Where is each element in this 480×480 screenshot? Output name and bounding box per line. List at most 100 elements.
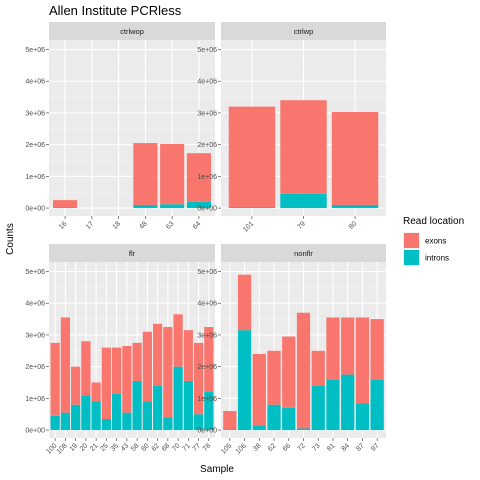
x-tick-label: 64 [192, 220, 203, 231]
strip-background [49, 244, 215, 262]
x-tick-label: 18 [112, 220, 123, 231]
bar-exons-38 [252, 353, 266, 426]
legend-label-exons: exons [425, 237, 446, 246]
y-axis-label: Counts [5, 223, 16, 255]
bar-exons-80 [331, 111, 379, 205]
bar-introns-71 [183, 380, 193, 431]
bar-exons-108 [60, 317, 71, 413]
bar-exons-81 [326, 317, 340, 380]
x-tick-label: 106 [235, 442, 248, 455]
bar-introns-68 [163, 417, 173, 431]
y-tick-label: 1e+06 [197, 396, 217, 403]
bar-exons-20 [81, 341, 91, 396]
facet-ctrlwp: ctrlwp 0e+00 1e+06 2e+06 3e+06 4e+06 5e+06 101 7… [197, 22, 386, 234]
x-tick-label: 63 [165, 220, 176, 231]
strip-label-flr: flr [129, 249, 136, 258]
bar-exons-16 [53, 200, 78, 208]
strip-label-ctrlwp: ctrlwp [294, 27, 314, 36]
y-tick-label: 0e+00 [25, 428, 45, 435]
bar-exons-79 [280, 100, 327, 194]
strip-label-nonflr: nonflr [294, 249, 313, 258]
x-tick-label: 48 [138, 220, 149, 231]
y-tick-label: 5e+06 [25, 47, 45, 54]
y-tick-label: 4e+06 [25, 301, 45, 308]
bar-introns-64 [186, 201, 211, 209]
legend-key-introns [404, 250, 419, 265]
bar-exons-62 [153, 323, 163, 386]
x-tick-label: 80 [348, 220, 359, 231]
bar-exons-62 [267, 350, 281, 405]
bar-exons-66 [282, 336, 296, 408]
y-tick-label: 4e+06 [197, 301, 217, 308]
y-tick-label: 1e+06 [25, 396, 45, 403]
y-tick-label: 2e+06 [197, 364, 217, 371]
bar-exons-35 [112, 347, 122, 394]
x-tick-label: 105 [220, 442, 233, 455]
chart-title: Allen Institute PCRless [49, 3, 182, 18]
y-tick-label: 5e+06 [25, 269, 45, 276]
bar-introns-35 [112, 393, 122, 431]
bar-exons-25 [101, 347, 111, 419]
y-tick-label: 0e+00 [25, 206, 45, 213]
bar-exons-72 [296, 312, 311, 429]
bar-exons-71 [183, 330, 193, 381]
x-tick-label: 78 [202, 442, 213, 453]
x-tick-label: 97 [370, 442, 381, 453]
strip-background [221, 22, 386, 40]
y-tick-label: 3e+06 [25, 332, 45, 339]
legend: Read location exons introns [403, 216, 464, 266]
x-tick-label: 58 [130, 442, 141, 453]
legend-title: Read location [403, 216, 464, 227]
bar-introns-73 [311, 385, 325, 431]
x-tick-label: 84 [341, 442, 352, 453]
bar-exons-77 [193, 342, 204, 415]
bar-introns-106 [237, 330, 252, 431]
bar-introns-105 [223, 429, 237, 431]
x-tick-label: 108 [56, 442, 69, 455]
bar-introns-77 [193, 414, 204, 431]
facet-ctrlwop: ctrlwop 0e+00 1e+06 2e+06 3e+06 4e+06 5e+06 16 1… [25, 22, 215, 231]
y-tick-label: 3e+06 [25, 110, 45, 117]
bar-introns-70 [173, 366, 183, 431]
x-tick-label: 73 [311, 442, 322, 453]
y-tick-label: 4e+06 [197, 79, 217, 86]
x-tick-label: 68 [161, 442, 172, 453]
bar-introns-80 [331, 204, 379, 209]
y-tick-label: 2e+06 [197, 142, 217, 149]
bar-introns-108 [60, 412, 71, 431]
bar-introns-43 [122, 412, 132, 431]
bar-introns-78 [204, 392, 214, 431]
y-tick-label: 0e+00 [197, 206, 217, 213]
y-tick-label: 5e+06 [197, 47, 217, 54]
bar-introns-101 [228, 207, 276, 209]
bar-exons-63 [160, 144, 185, 205]
bar-introns-19 [71, 404, 81, 431]
bar-introns-81 [326, 379, 340, 431]
facet-panels: ctrlwop 0e+00 1e+06 2e+06 3e+06 4e+06 5e+06 16 1… [25, 22, 386, 456]
bar-exons-19 [71, 366, 81, 405]
bar-exons-64 [186, 153, 211, 202]
bar-introns-20 [81, 395, 91, 431]
y-tick-label: 0e+00 [197, 428, 217, 435]
x-tick-label: 79 [296, 220, 307, 231]
x-tick-label: 72 [296, 442, 307, 453]
bar-exons-105 [223, 411, 237, 430]
bar-exons-60 [142, 331, 152, 402]
bar-exons-48 [133, 143, 158, 205]
bar-exons-97 [370, 319, 384, 380]
bar-introns-62 [267, 404, 281, 431]
x-tick-label: 19 [69, 442, 80, 453]
legend-label-introns: introns [425, 254, 449, 263]
legend-key-exons [404, 233, 419, 248]
x-tick-label: 81 [326, 442, 337, 453]
y-tick-label: 2e+06 [25, 142, 45, 149]
x-tick-label: 70 [171, 442, 182, 453]
bar-exons-58 [132, 342, 142, 381]
bar-exons-106 [237, 274, 252, 331]
x-tick-label: 66 [282, 442, 293, 453]
bar-introns-38 [252, 425, 266, 431]
x-tick-label: 62 [267, 442, 278, 453]
x-tick-label: 87 [355, 442, 366, 453]
bar-introns-63 [160, 204, 185, 209]
y-tick-label: 2e+06 [25, 364, 45, 371]
